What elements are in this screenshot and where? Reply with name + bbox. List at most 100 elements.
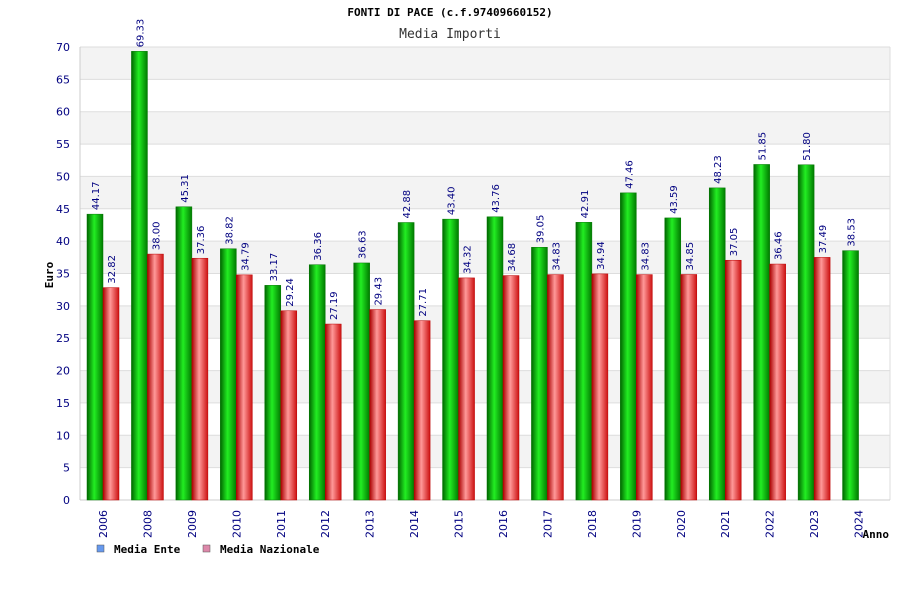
data-label: 38.82 bbox=[224, 216, 235, 245]
bar-media-nazionale bbox=[102, 287, 120, 501]
x-tick-label: 2018 bbox=[586, 510, 599, 538]
y-tick-label: 30 bbox=[56, 300, 70, 313]
y-tick-label: 70 bbox=[56, 41, 70, 54]
x-tick-label: 2024 bbox=[853, 510, 866, 538]
data-label: 39.05 bbox=[535, 215, 546, 244]
x-tick-label: 2016 bbox=[497, 510, 510, 538]
data-label: 33.17 bbox=[269, 253, 280, 282]
data-label: 36.36 bbox=[313, 232, 324, 261]
bar-media-ente bbox=[842, 250, 859, 501]
bar-media-ente bbox=[753, 164, 770, 501]
x-tick-label: 2013 bbox=[364, 510, 377, 538]
bar-media-ente bbox=[353, 262, 370, 501]
bar-media-ente bbox=[664, 217, 682, 501]
data-label: 42.88 bbox=[402, 190, 413, 219]
data-label: 45.31 bbox=[180, 174, 191, 203]
data-label: 34.68 bbox=[507, 243, 518, 272]
bar-media-nazionale bbox=[369, 309, 386, 501]
chart-subtitle: Media Importi bbox=[399, 27, 501, 42]
data-label: 32.82 bbox=[107, 255, 118, 284]
x-tick-label: 2020 bbox=[675, 510, 688, 538]
x-axis-label: Anno bbox=[863, 528, 890, 541]
x-tick-label: 2009 bbox=[186, 510, 199, 538]
grid-band bbox=[80, 47, 890, 80]
bar-media-ente bbox=[131, 51, 148, 501]
bar-media-nazionale bbox=[324, 323, 342, 501]
bar-media-nazionale bbox=[280, 310, 298, 501]
y-tick-label: 5 bbox=[63, 462, 70, 475]
data-label: 51.85 bbox=[758, 132, 769, 161]
data-label: 29.24 bbox=[285, 278, 296, 307]
x-tick-label: 2014 bbox=[408, 510, 421, 538]
x-tick-label: 2022 bbox=[764, 510, 777, 538]
legend-swatch bbox=[96, 544, 105, 553]
bar-media-nazionale bbox=[147, 253, 164, 501]
data-label: 34.79 bbox=[240, 242, 251, 271]
y-tick-label: 20 bbox=[56, 365, 70, 378]
y-tick-label: 40 bbox=[56, 235, 70, 248]
data-label: 34.94 bbox=[596, 241, 607, 270]
legend: Media Ente Media Nazionale bbox=[96, 543, 320, 556]
bar-media-nazionale bbox=[236, 274, 253, 501]
data-label: 36.46 bbox=[774, 231, 785, 260]
data-label: 34.85 bbox=[685, 242, 696, 271]
y-tick-label: 0 bbox=[63, 494, 70, 507]
bar-media-nazionale bbox=[813, 257, 831, 501]
bar-media-ente bbox=[575, 222, 593, 501]
bar-media-ente bbox=[486, 216, 504, 501]
y-axis-label: Euro bbox=[43, 261, 56, 288]
y-tick-label: 15 bbox=[56, 397, 70, 410]
data-label: 38.00 bbox=[151, 221, 162, 250]
data-label: 34.32 bbox=[463, 245, 474, 274]
data-label: 43.40 bbox=[447, 186, 458, 215]
bar-media-nazionale bbox=[191, 257, 209, 501]
data-label: 48.23 bbox=[713, 155, 724, 184]
data-label: 69.33 bbox=[135, 19, 146, 48]
y-tick-label: 10 bbox=[56, 429, 70, 442]
data-label: 37.49 bbox=[818, 225, 829, 254]
bar-media-nazionale bbox=[413, 320, 431, 501]
data-label: 44.17 bbox=[91, 182, 102, 211]
x-tick-label: 2010 bbox=[230, 510, 243, 538]
data-label: 36.63 bbox=[358, 230, 369, 259]
y-tick-label: 25 bbox=[56, 332, 70, 345]
bar-media-ente bbox=[264, 285, 282, 501]
x-axis-ticks: 2006 2008 2009 2010 2011 2012 2013 2014 2015 2016… bbox=[97, 510, 866, 538]
y-tick-label: 55 bbox=[56, 138, 70, 151]
y-axis-ticks: 0 5 10 15 20 25 30 35 40 45 50 55 60 65 70 bbox=[56, 41, 70, 507]
x-tick-label: 2021 bbox=[719, 510, 732, 538]
y-tick-label: 65 bbox=[56, 73, 70, 86]
x-tick-label: 2008 bbox=[141, 510, 154, 538]
data-label: 27.71 bbox=[418, 288, 429, 317]
bar-media-ente bbox=[620, 192, 637, 501]
x-tick-label: 2017 bbox=[541, 510, 554, 538]
y-tick-label: 35 bbox=[56, 268, 70, 281]
bar-media-nazionale bbox=[680, 274, 698, 501]
data-label: 43.59 bbox=[669, 185, 680, 214]
x-tick-label: 2012 bbox=[319, 510, 332, 538]
bar-media-ente bbox=[531, 247, 548, 501]
bar-media-nazionale bbox=[547, 274, 564, 501]
chart-title: FONTI DI PACE (c.f.97409660152) bbox=[347, 6, 552, 19]
bar-media-ente bbox=[442, 218, 459, 501]
bar-media-ente bbox=[86, 213, 104, 501]
value-labels: 44.17 32.82 69.33 38.00 45.31 37.36 38.82 34.79… bbox=[91, 19, 858, 320]
x-tick-label: 2015 bbox=[453, 510, 466, 538]
y-tick-label: 60 bbox=[56, 106, 70, 119]
data-label: 37.05 bbox=[729, 228, 740, 257]
bar-media-nazionale bbox=[502, 275, 520, 501]
x-tick-label: 2006 bbox=[97, 510, 110, 538]
x-tick-label: 2023 bbox=[808, 510, 821, 538]
data-label: 43.76 bbox=[491, 184, 502, 213]
bar-media-ente bbox=[797, 164, 815, 501]
x-tick-label: 2011 bbox=[275, 510, 288, 538]
data-label: 38.53 bbox=[847, 218, 858, 247]
legend-label: Media Ente bbox=[114, 543, 181, 556]
bars bbox=[86, 51, 859, 501]
bar-media-ente bbox=[397, 222, 415, 501]
bar-media-ente bbox=[220, 248, 237, 501]
bar-media-nazionale bbox=[458, 277, 475, 501]
bar-media-ente bbox=[175, 206, 193, 501]
data-label: 27.19 bbox=[329, 291, 340, 320]
